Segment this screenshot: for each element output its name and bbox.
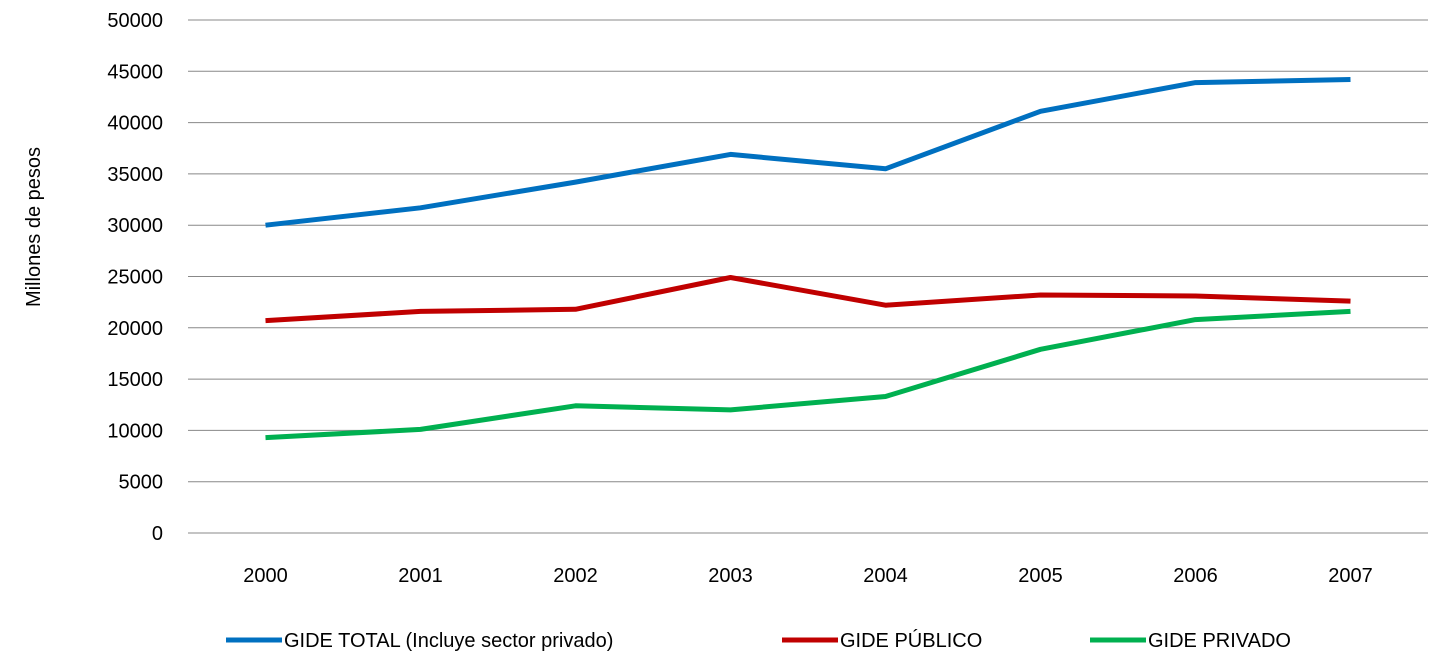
- series-line-1: [265, 275, 1351, 324]
- legend-label: GIDE PÚBLICO: [840, 629, 982, 652]
- x-axis-ticks: 2000 2001 2002 2003 2004 2005 2006 2007: [243, 565, 1373, 587]
- x-tick-label: 2003: [708, 565, 753, 587]
- legend-label: GIDE PRIVADO: [1148, 630, 1291, 652]
- y-tick-label: 15000: [107, 369, 163, 391]
- x-tick-label: 2006: [1173, 565, 1218, 587]
- series-line-2: [265, 308, 1351, 441]
- series-line-0: [265, 77, 1351, 228]
- gridlines: [188, 19, 1428, 534]
- y-tick-label: 30000: [107, 215, 163, 237]
- y-axis-title: Millones de pesos: [23, 147, 45, 307]
- y-tick-label: 25000: [107, 267, 163, 289]
- y-tick-label: 50000: [107, 10, 163, 32]
- y-axis-ticks: 0 5000 10000 15000 20000 25000 30000 35000 40000…: [107, 10, 163, 545]
- x-tick-label: 2005: [1018, 565, 1063, 587]
- y-tick-label: 5000: [119, 472, 164, 494]
- legend: GIDE TOTAL (Incluye sector privado) GIDE …: [226, 629, 1291, 652]
- legend-label: GIDE TOTAL (Incluye sector privado): [284, 630, 613, 652]
- x-tick-label: 2002: [553, 565, 598, 587]
- y-tick-label: 10000: [107, 420, 163, 442]
- y-tick-label: 35000: [107, 164, 163, 186]
- y-tick-label: 0: [152, 523, 163, 545]
- x-tick-label: 2004: [863, 565, 908, 587]
- x-tick-label: 2007: [1328, 565, 1373, 587]
- series-lines: [265, 77, 1351, 441]
- x-tick-label: 2001: [398, 565, 443, 587]
- x-tick-label: 2000: [243, 565, 288, 587]
- y-tick-label: 20000: [107, 318, 163, 340]
- y-tick-label: 40000: [107, 113, 163, 135]
- y-tick-label: 45000: [107, 61, 163, 83]
